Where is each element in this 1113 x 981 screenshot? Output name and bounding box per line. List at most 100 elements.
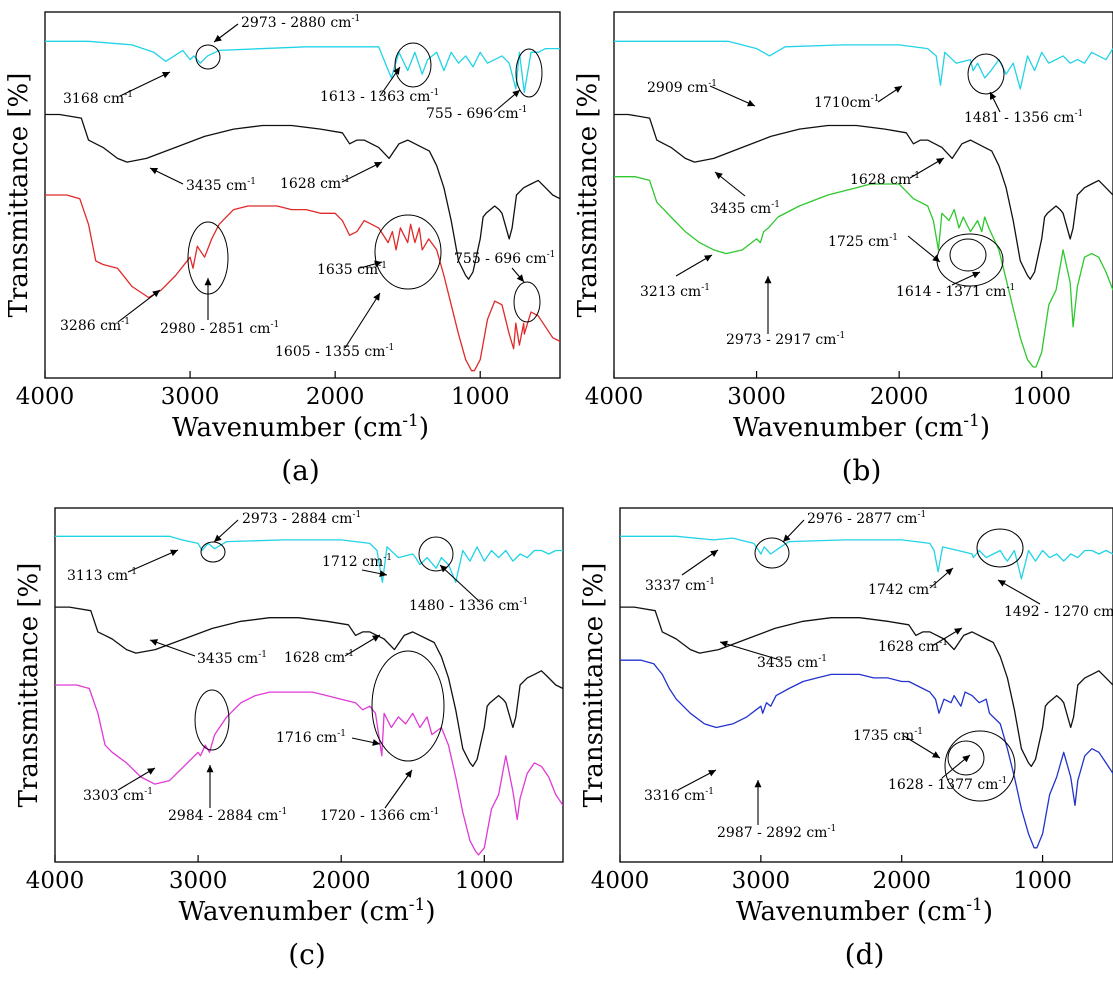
x-tick-label: 3000	[727, 384, 786, 410]
x-tick-label: 1000	[1012, 384, 1071, 410]
arrow-head	[393, 67, 400, 75]
peak-annotation: 2973 - 2884 cm-1	[242, 510, 361, 527]
peak-annotation: 3316 cm-1	[644, 787, 714, 804]
arrow-head	[710, 550, 718, 557]
peak-annotation: 3435 cm-1	[757, 654, 827, 671]
annotation-arrow	[119, 71, 171, 97]
arrow-head	[150, 168, 158, 175]
spectrum-line-3	[45, 194, 560, 372]
arrow-head	[754, 780, 762, 788]
plot-frame	[54, 507, 564, 863]
peak-annotation: 3303 cm-1	[83, 787, 153, 804]
x-tick-label: 3000	[169, 868, 228, 894]
arrow-head	[704, 255, 712, 262]
peak-region-circle	[195, 44, 221, 70]
x-tick-label: 3000	[161, 384, 220, 410]
peak-annotation: 755 - 696 cm-1	[454, 250, 555, 267]
peak-annotation: 2980 - 2851 cm-1	[160, 320, 279, 337]
spectrum-line-2	[55, 606, 563, 768]
peak-region-circle	[513, 281, 541, 323]
peak-annotation: 1742 cm-1	[868, 581, 938, 598]
annotation-arrow	[384, 769, 413, 809]
x-axis-label: Wavenumber (cm-1)	[179, 895, 436, 927]
arrow-head	[405, 770, 412, 778]
arrow-head	[954, 628, 962, 635]
peak-annotation: 3168 cm-1	[63, 90, 133, 107]
peak-region-circle	[200, 541, 226, 563]
annotation-arrow	[127, 549, 179, 573]
peak-annotation: 1720 - 1366 cm-1	[320, 807, 439, 824]
annotation-arrow	[341, 161, 383, 183]
arrow-head	[932, 254, 940, 262]
spectrum-line-1	[614, 40, 1113, 90]
peak-annotation: 2973 - 2880 cm-1	[241, 14, 360, 31]
arrow-head	[152, 290, 160, 298]
annotation-arrow	[149, 639, 196, 657]
peak-annotation: 1628 cm-1	[284, 649, 354, 666]
annotation-arrow	[439, 564, 481, 603]
peak-annotation: 2909 cm-1	[647, 79, 717, 96]
x-tick-label: 4000	[591, 868, 650, 894]
peak-region-circle	[976, 528, 1024, 568]
x-tick-label: 2000	[312, 868, 371, 894]
x-tick-label: 1000	[455, 868, 514, 894]
peak-annotation: 3435 cm-1	[197, 650, 267, 667]
spectrum-line-2	[614, 113, 1113, 280]
arrow-head	[214, 534, 222, 542]
peak-annotation: 1613 - 1363 cm-1	[320, 88, 439, 105]
arrow-head	[170, 549, 178, 557]
chart-panel-4: 4000 3000 2000 1000 Wavenumber (cm-1) Transmi…	[579, 507, 1113, 971]
arrow-head	[747, 99, 755, 107]
arrow-head	[708, 770, 716, 777]
x-axis-label: Wavenumber (cm-1)	[733, 411, 990, 443]
chart-panel-3: 4000 3000 2000 1000 Wavenumber (cm-1) Transmi…	[14, 507, 564, 971]
arrow-head	[206, 765, 214, 773]
x-tick-label: 2000	[872, 868, 931, 894]
arrow-head	[150, 639, 158, 646]
spectrum-line-1	[55, 535, 563, 583]
peak-annotation: 1725 cm-1	[828, 233, 898, 250]
plot-frame	[613, 11, 1113, 379]
spectrum-line-1	[620, 535, 1113, 580]
peak-annotation: 2976 - 2877 cm-1	[807, 510, 926, 527]
peak-region-circle	[936, 233, 1004, 287]
panel-label: (b)	[842, 454, 882, 487]
y-axis-label: Transmittance [%]	[4, 73, 34, 318]
peak-region-circle	[194, 689, 230, 751]
x-tick-label: 2000	[306, 384, 365, 410]
x-tick-label: 1000	[1013, 868, 1072, 894]
arrow-head	[162, 72, 170, 79]
peak-region-circle	[944, 730, 1016, 802]
arrow-head	[945, 568, 953, 576]
peak-annotation: 3435 cm-1	[186, 177, 256, 194]
peak-region-circle	[967, 53, 1005, 95]
x-tick-label: 1000	[451, 384, 510, 410]
x-axis-label: Wavenumber (cm-1)	[172, 411, 429, 443]
x-tick-label: 3000	[732, 868, 791, 894]
spectrum-line-2	[620, 606, 1113, 768]
peak-annotation: 2987 - 2892 cm-1	[717, 824, 836, 841]
arrow-head	[512, 90, 520, 98]
chart-panel-1: 4000 3000 2000 1000 Wavenumber (cm-1) Transmi…	[4, 11, 561, 487]
arrow-head	[372, 739, 380, 746]
arrow-head	[972, 271, 980, 279]
arrow-head	[373, 293, 380, 301]
peak-region-circle	[949, 238, 987, 272]
arrow-head	[440, 565, 448, 573]
peak-region-circle	[754, 537, 790, 569]
chart-panel-2: 4000 3000 2000 1000 Wavenumber (cm-1) Transmi…	[573, 11, 1113, 487]
y-axis-label: Transmittance [%]	[14, 563, 44, 808]
peak-region-circle	[947, 740, 985, 776]
arrow-head	[720, 640, 728, 648]
peak-annotation: 1735 cm-1	[853, 727, 923, 744]
peak-annotation: 1480 - 1336 cm-1	[409, 597, 528, 614]
panel-label: (d)	[845, 938, 885, 971]
peak-annotation: 1481 - 1356 cm-1	[964, 109, 1083, 126]
annotation-arrow	[344, 292, 381, 349]
peak-annotation: 2973 - 2917 cm-1	[726, 331, 845, 348]
annotation-arrow	[719, 641, 781, 661]
x-tick-label: 4000	[26, 868, 85, 894]
peak-region-circle	[371, 650, 445, 762]
peak-annotation: 1614 - 1371 cm-1	[896, 283, 1015, 300]
